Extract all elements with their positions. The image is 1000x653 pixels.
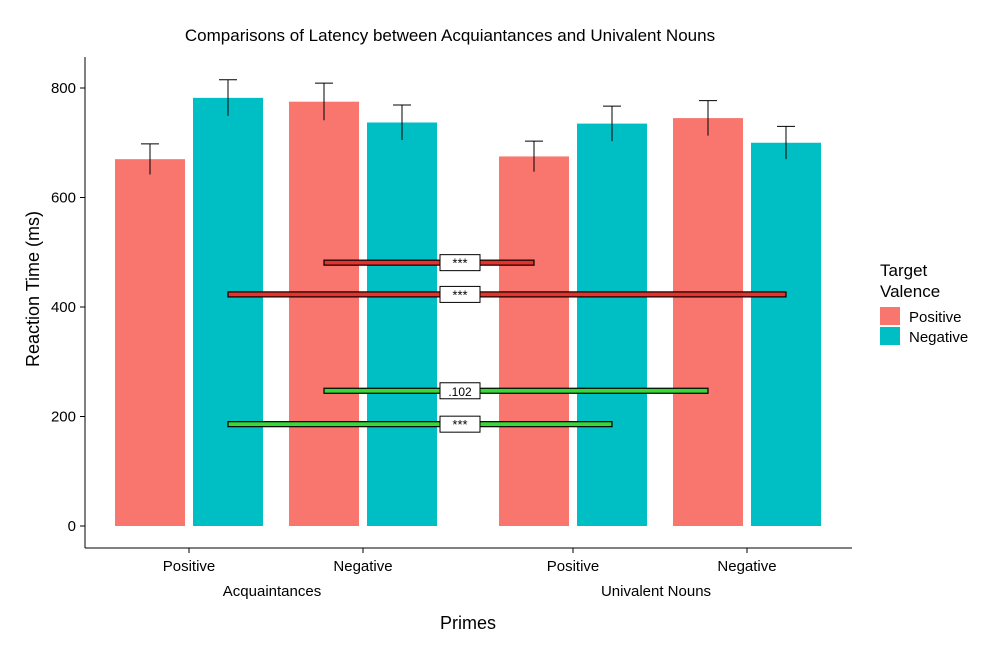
error-bars-layer	[141, 79, 795, 175]
chart-title: Comparisons of Latency between Acquianta…	[185, 26, 715, 45]
legend-title-line2: Valence	[880, 282, 940, 301]
x-tick-label: Positive	[163, 558, 216, 575]
error-bar-positive-2	[525, 140, 543, 172]
legend: Target Valence Positive Negative	[880, 261, 968, 346]
x-tick-label: Positive	[547, 558, 600, 575]
legend-swatch-positive	[880, 307, 900, 325]
error-bar-negative-2	[603, 105, 621, 142]
error-bar-positive-1	[315, 82, 333, 121]
error-bar-positive-3	[699, 100, 717, 136]
significance-annotation: .102	[323, 382, 709, 400]
legend-swatch-negative	[880, 327, 900, 345]
legend-label-positive: Positive	[909, 309, 962, 326]
y-tick-label: 0	[68, 518, 76, 535]
significance-label: ***	[452, 256, 467, 271]
legend-label-negative: Negative	[909, 329, 968, 346]
significance-annotation: ***	[227, 285, 787, 303]
significance-label: ***	[452, 417, 467, 432]
error-bar-negative-1	[393, 104, 411, 141]
x-tick-label: Negative	[333, 558, 392, 575]
x-axis-label: Primes	[440, 613, 496, 633]
significance-annotation: ***	[323, 254, 535, 272]
significance-annotation: ***	[227, 415, 613, 433]
x-group-label: Univalent Nouns	[601, 583, 711, 600]
bar-negative-0	[193, 97, 263, 526]
significance-label: .102	[448, 385, 472, 399]
y-tick-label: 600	[51, 190, 76, 207]
bar-negative-3	[751, 142, 821, 526]
bar-positive-1	[289, 101, 359, 526]
error-bar-positive-0	[141, 143, 159, 175]
bar-negative-1	[367, 122, 437, 527]
legend-title-line1: Target	[880, 261, 928, 280]
x-tick-label: Negative	[717, 558, 776, 575]
bar-positive-0	[115, 159, 185, 527]
bar-negative-2	[577, 123, 647, 527]
x-group-label: Acquaintances	[223, 583, 321, 600]
y-tick-label: 400	[51, 299, 76, 316]
y-tick-label: 200	[51, 409, 76, 426]
error-bar-negative-0	[219, 79, 237, 116]
bar-positive-3	[673, 118, 743, 527]
y-ticks: 0 200 400 600 800	[51, 80, 85, 535]
annotations-layer: *** *** .102 ***	[227, 254, 787, 433]
bar-positive-2	[499, 156, 569, 526]
y-tick-label: 800	[51, 80, 76, 97]
x-ticks: Positive Negative Acquaintances Positive Neg…	[163, 548, 777, 600]
significance-label: ***	[452, 287, 467, 302]
y-axis-label: Reaction Time (ms)	[23, 211, 43, 367]
bars-layer	[115, 97, 821, 527]
error-bar-negative-3	[777, 125, 795, 160]
